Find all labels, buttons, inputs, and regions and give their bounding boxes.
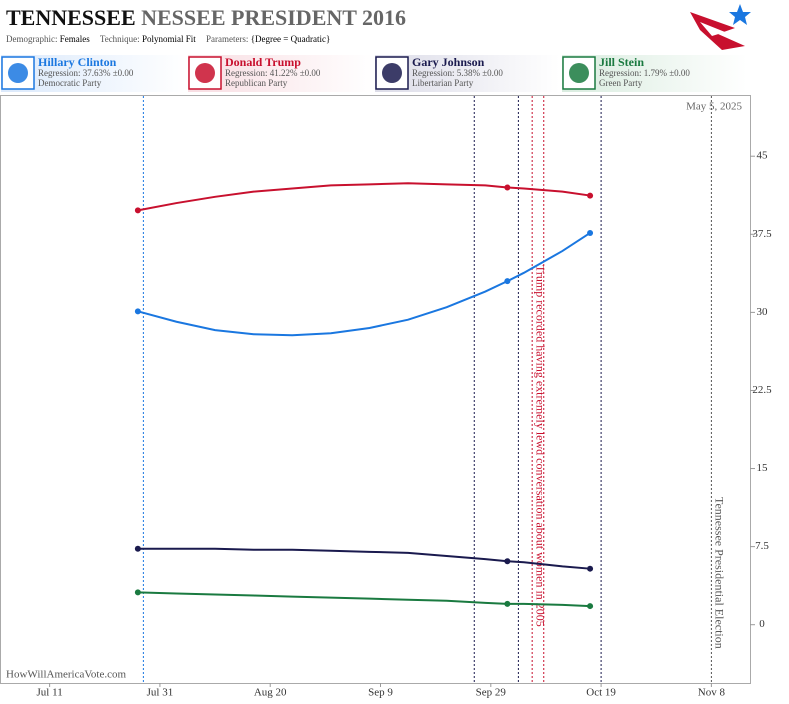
source: HowWillAmericaVote.com (6, 669, 126, 681)
subtitle: Demographic: Females Technique: Polynomi… (6, 34, 330, 44)
x-tick-label: Jul 31 (147, 687, 174, 699)
point (587, 565, 594, 572)
x-tick-label: Oct 19 (586, 687, 616, 699)
x-tick-label: Aug 20 (254, 687, 287, 699)
point (504, 278, 511, 285)
legend-name: Donald Trump (225, 55, 301, 69)
legend-icon-symbol (569, 63, 589, 83)
point (587, 229, 594, 236)
series-line (137, 547, 591, 570)
legend-regression: Regression: 37.63% ±0.00 (38, 68, 134, 78)
x-tick-label: Sep 9 (368, 687, 393, 699)
subtitle-label: Demographic: (6, 34, 57, 44)
legend-icon-symbol (382, 63, 402, 83)
legend-regression: Regression: 41.22% ±0.00 (225, 68, 321, 78)
legend-party: Democratic Party (38, 78, 102, 88)
x-tick-label: Jul 11 (37, 687, 63, 699)
legend-party: Libertarian Party (412, 78, 474, 88)
y-tick-label: 22.5 (752, 384, 772, 396)
plot-border (0, 95, 751, 684)
legend-icon-symbol (8, 63, 28, 83)
event-label: Trump recorded having extremely lewd con… (533, 265, 547, 627)
logo (690, 4, 751, 50)
y-tick-label: 7.5 (755, 540, 769, 552)
legend-party: Green Party (599, 78, 643, 88)
subtitle-label: Technique: (100, 34, 140, 44)
legend-icon-symbol (195, 63, 215, 83)
title-suffix: NESSEE PRESIDENT 2016 (141, 5, 406, 30)
series-line (137, 591, 591, 608)
y-tick-label: 45 (757, 150, 769, 162)
legend-name: Jill Stein (599, 55, 644, 69)
legend-name: Gary Johnson (412, 55, 485, 69)
point (587, 192, 594, 199)
point (504, 184, 511, 191)
point (134, 545, 141, 552)
legend-name: Hillary Clinton (38, 55, 117, 69)
legend-regression: Regression: 1.79% ±0.00 (599, 68, 690, 78)
point (134, 207, 141, 214)
y-tick-label: 0 (759, 618, 765, 630)
y-tick-label: 15 (757, 462, 769, 474)
point (134, 308, 141, 315)
legend-regression: Regression: 5.38% ±0.00 (412, 68, 503, 78)
y-tick-label: 30 (757, 306, 769, 318)
point (134, 589, 141, 596)
point (504, 600, 511, 607)
series-line (137, 232, 591, 337)
legend-party: Republican Party (225, 78, 288, 88)
x-tick-label: Nov 8 (698, 687, 726, 699)
legend-icon (375, 56, 409, 90)
subtitle-value: Polynomial Fit (142, 34, 196, 44)
chart-title: TENNESSEE NESSEE PRESIDENT 2016 (6, 5, 406, 30)
point (504, 558, 511, 565)
x-tick-label: Sep 29 (476, 687, 507, 699)
subtitle-value: {Degree = Quadratic} (251, 34, 331, 44)
series-line (137, 182, 591, 212)
event-label: Tennessee Presidential Election (713, 497, 727, 649)
point (587, 603, 594, 610)
title: TENNESSEE (6, 5, 136, 30)
date: May 5, 2025 (686, 101, 742, 113)
subtitle-value: Females (60, 34, 90, 44)
y-tick-label: 37.5 (752, 228, 772, 240)
subtitle-label: Parameters: (206, 34, 248, 44)
